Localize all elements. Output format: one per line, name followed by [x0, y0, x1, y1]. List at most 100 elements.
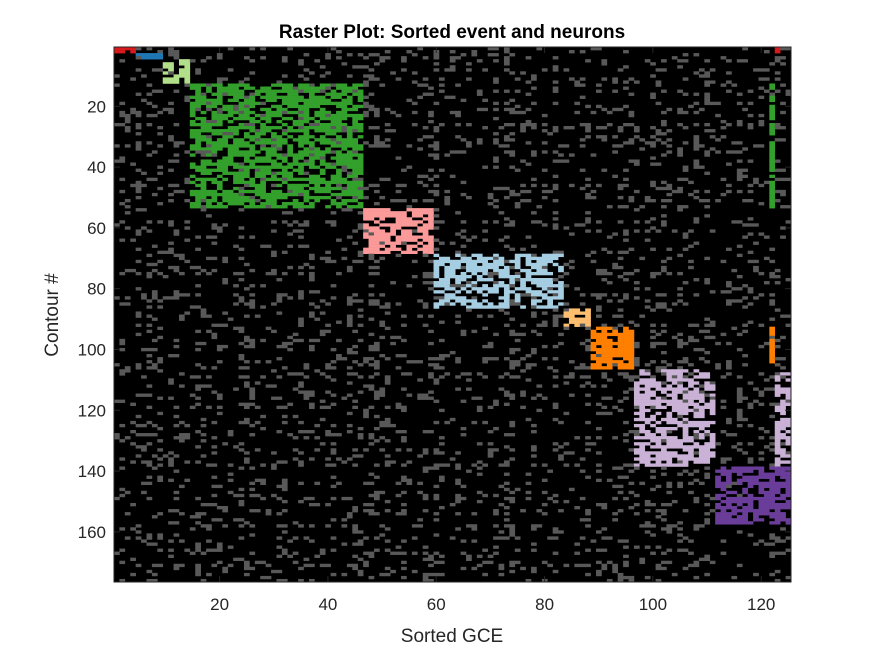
raster-cell	[281, 344, 288, 349]
raster-cell	[579, 363, 586, 367]
raster-cell	[330, 92, 337, 96]
raster-cell	[276, 357, 283, 361]
raster-cell	[780, 366, 786, 370]
raster-cell	[276, 430, 283, 434]
raster-cell	[661, 268, 667, 273]
raster-cell	[623, 238, 629, 242]
raster-cell	[471, 299, 478, 303]
raster-cell	[411, 536, 418, 540]
raster-cell	[135, 271, 142, 276]
raster-cell	[368, 77, 375, 81]
raster-cell	[287, 265, 294, 270]
raster-cell	[601, 411, 608, 416]
raster-cell	[688, 539, 694, 543]
raster-cell	[671, 387, 678, 391]
raster-cell	[417, 147, 424, 151]
raster-cell	[758, 490, 765, 495]
raster-cell	[303, 393, 310, 397]
raster-cell	[433, 253, 440, 258]
raster-cell	[531, 305, 537, 309]
raster-cell	[298, 524, 304, 528]
raster-cell	[184, 460, 191, 464]
raster-cell	[390, 247, 396, 251]
raster-cell	[238, 186, 245, 191]
raster-cell	[666, 384, 673, 388]
raster-cell	[596, 426, 602, 431]
raster-cell	[682, 408, 689, 413]
raster-cell	[661, 566, 667, 571]
raster-cell	[650, 144, 656, 148]
raster-cell	[471, 296, 478, 300]
raster-cell	[671, 436, 678, 440]
raster-cell	[352, 86, 359, 90]
raster-cell	[774, 50, 781, 54]
raster-cell	[742, 47, 748, 51]
raster-cell	[596, 411, 602, 416]
raster-cell	[325, 524, 331, 528]
raster-cell	[211, 113, 218, 118]
raster-cell	[200, 101, 207, 106]
raster-cell	[422, 244, 429, 248]
raster-cell	[763, 430, 770, 434]
raster-cell	[189, 375, 196, 379]
raster-cell	[780, 454, 786, 458]
raster-cell	[363, 414, 369, 419]
raster-cell	[368, 235, 375, 239]
raster-cell	[276, 296, 283, 300]
raster-cell	[520, 71, 526, 75]
raster-cell	[265, 113, 272, 118]
raster-cell	[704, 475, 711, 479]
raster-cell	[130, 442, 136, 446]
raster-cell	[612, 314, 618, 318]
raster-cell	[715, 496, 721, 501]
raster-cell	[720, 472, 727, 476]
raster-cell	[747, 223, 754, 227]
raster-cell	[184, 74, 191, 78]
raster-cell	[736, 515, 743, 519]
raster-cell	[184, 62, 191, 66]
raster-cell	[644, 198, 651, 203]
raster-cell	[168, 381, 174, 385]
raster-cell	[623, 420, 629, 425]
raster-cell	[438, 299, 445, 303]
raster-cell	[308, 578, 315, 583]
raster-cell	[249, 396, 256, 400]
raster-cell	[509, 563, 516, 568]
raster-cell	[433, 271, 440, 276]
raster-cell	[287, 433, 294, 437]
raster-cell	[189, 393, 196, 397]
raster-cell	[363, 80, 369, 84]
raster-cell	[460, 180, 467, 185]
raster-cell	[352, 372, 359, 376]
raster-cell	[671, 426, 678, 431]
raster-cell	[682, 426, 689, 431]
raster-cell	[438, 122, 445, 127]
raster-cell	[336, 50, 342, 54]
raster-cell	[233, 493, 239, 498]
raster-cell	[428, 329, 434, 334]
raster-cell	[520, 305, 526, 309]
raster-cell	[487, 192, 494, 197]
raster-cell	[558, 268, 564, 273]
raster-cell	[308, 153, 315, 157]
raster-cell	[736, 150, 743, 154]
raster-cell	[336, 162, 342, 166]
raster-cell	[704, 420, 711, 425]
raster-cell	[130, 557, 136, 562]
raster-cell	[709, 323, 716, 327]
raster-cell	[666, 138, 673, 142]
raster-cell	[243, 144, 250, 148]
raster-cell	[655, 439, 662, 443]
raster-cell	[623, 278, 629, 282]
raster-cell	[774, 460, 781, 464]
raster-cell	[363, 113, 369, 118]
raster-cell	[211, 101, 218, 106]
raster-cell	[585, 323, 591, 327]
raster-cell	[146, 463, 153, 467]
raster-cell	[536, 323, 543, 327]
raster-cell	[271, 463, 277, 467]
raster-cell	[384, 311, 391, 315]
raster-cell	[639, 408, 646, 413]
raster-cell	[774, 71, 781, 75]
raster-cell	[422, 223, 429, 227]
